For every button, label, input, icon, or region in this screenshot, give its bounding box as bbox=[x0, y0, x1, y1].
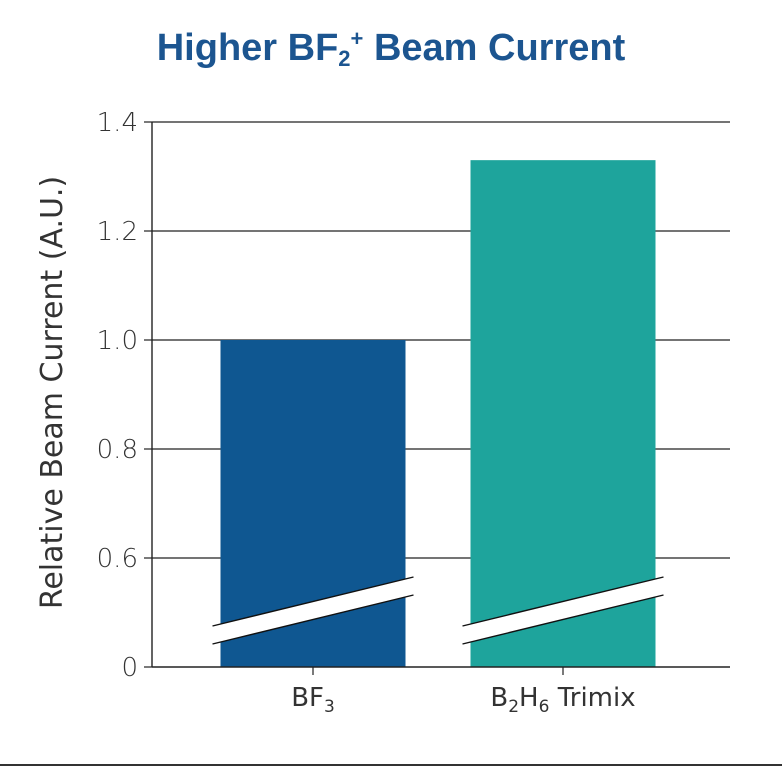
bottom-rule bbox=[0, 764, 782, 766]
y-tick-label: 0.8 bbox=[97, 435, 138, 465]
y-tick-label: 0.6 bbox=[97, 544, 138, 574]
chart-title-sub: 2 bbox=[338, 46, 351, 71]
y-axis-label: Relative Beam Current (A.U.) bbox=[35, 176, 70, 609]
axis-break-line bbox=[462, 576, 664, 627]
axis-break-line bbox=[212, 594, 414, 645]
y-tick-label: 1.2 bbox=[97, 217, 138, 247]
y-tick-label: 1.4 bbox=[97, 108, 138, 138]
axis-break-gap bbox=[212, 577, 414, 644]
x-category-label: BF3 bbox=[291, 683, 335, 717]
chart-title-sup: + bbox=[350, 26, 364, 51]
bar bbox=[470, 160, 656, 667]
chart-title-prefix: Higher BF bbox=[156, 27, 339, 69]
y-tick-label: 0 bbox=[121, 653, 138, 683]
axis-break-gap bbox=[462, 577, 664, 644]
chart-title-suffix: Beam Current bbox=[363, 27, 626, 69]
axis-break-line bbox=[462, 594, 664, 645]
axis-break-line bbox=[212, 576, 414, 627]
x-category-label: B2H6 Trimix bbox=[490, 683, 635, 717]
y-tick-label: 1.0 bbox=[97, 326, 138, 356]
chart-title: Higher BF2+ Beam Current bbox=[0, 26, 782, 72]
